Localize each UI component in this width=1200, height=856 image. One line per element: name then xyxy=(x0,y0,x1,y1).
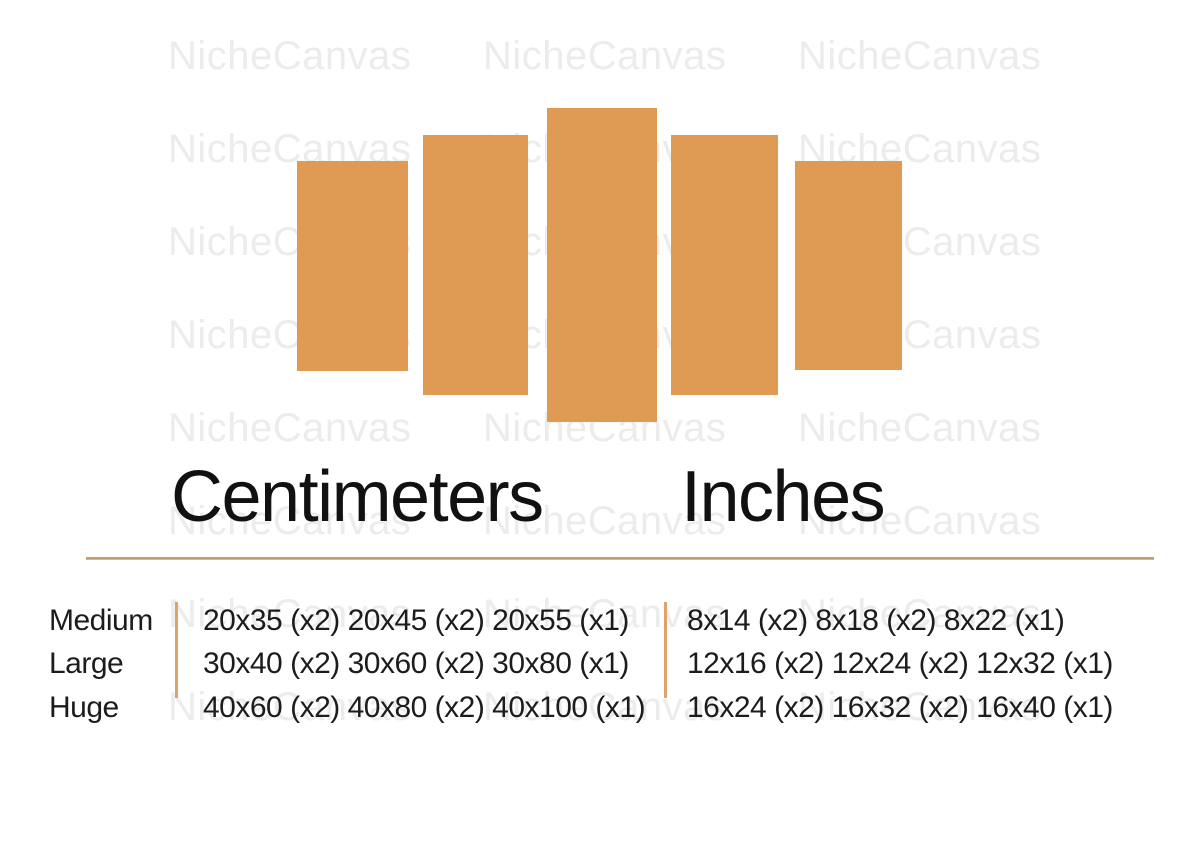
centimeters-heading: Centimeters xyxy=(171,457,544,537)
watermark-text: NicheCanvas xyxy=(168,499,412,543)
watermark-text: NicheCanvas xyxy=(798,499,1042,543)
canvas-panel-3 xyxy=(547,108,657,422)
watermark-text: NicheCanvas xyxy=(483,34,727,78)
watermark-text: NicheCanvas xyxy=(483,592,727,636)
canvas-panel-4 xyxy=(671,135,778,395)
watermark-text: NicheCanvas xyxy=(798,685,1042,729)
watermark-text: NicheCanvas xyxy=(168,685,412,729)
cm-inches-divider xyxy=(664,602,667,698)
row-centimeters-values: 40x60 (x2) 40x80 (x2) 40x100 (x1) xyxy=(203,691,646,724)
row-centimeters-values: 20x35 (x2) 20x45 (x2) 20x55 (x1) xyxy=(203,604,629,637)
watermark-text: NicheCanvas xyxy=(798,592,1042,636)
row-label: Large xyxy=(49,647,124,680)
heading-divider-rule xyxy=(86,557,1154,560)
row-label: Medium xyxy=(49,604,153,637)
watermark-text: NicheCanvas xyxy=(483,499,727,543)
watermark-text: NicheCanvas xyxy=(168,34,412,78)
row-label: Huge xyxy=(49,691,119,724)
watermark-text: NicheCanvas xyxy=(798,34,1042,78)
inches-heading: Inches xyxy=(681,457,886,537)
watermark-text: NicheCanvas xyxy=(798,406,1042,450)
watermark-text: NicheCanvas xyxy=(168,592,412,636)
canvas-panel-1 xyxy=(297,161,408,371)
canvas-panel-2 xyxy=(423,135,528,395)
row-inches-values: 12x16 (x2) 12x24 (x2) 12x32 (x1) xyxy=(687,647,1113,680)
watermark-text: NicheCanvas xyxy=(483,685,727,729)
watermark-text: NicheCanvas xyxy=(168,406,412,450)
row-centimeters-values: 30x40 (x2) 30x60 (x2) 30x80 (x1) xyxy=(203,647,629,680)
row-inches-values: 8x14 (x2) 8x18 (x2) 8x22 (x1) xyxy=(687,604,1065,637)
row-inches-values: 16x24 (x2) 16x32 (x2) 16x40 (x1) xyxy=(687,691,1113,724)
label-cm-divider xyxy=(175,602,178,698)
canvas-panel-5 xyxy=(795,161,902,370)
